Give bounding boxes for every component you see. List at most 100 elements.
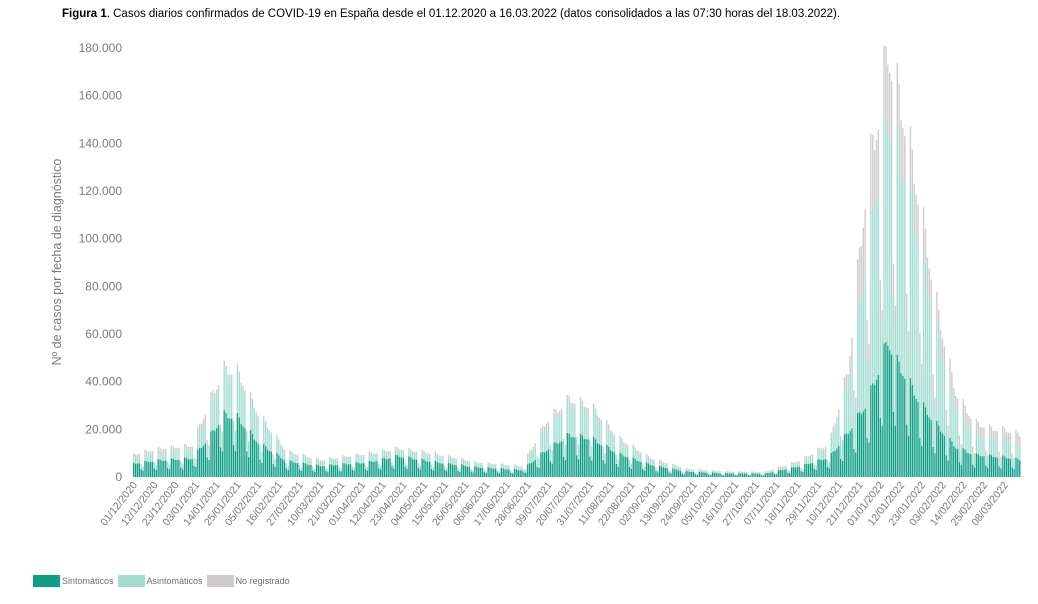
bar-no-registrado [732, 471, 734, 473]
bar-no-registrado [902, 128, 904, 181]
bar-no-registrado [391, 462, 393, 464]
bar-sintomaticos [977, 454, 979, 477]
bar-asintomaticos [500, 464, 502, 469]
bar-no-registrado [479, 463, 482, 465]
bar-no-registrado [161, 449, 163, 454]
bar-no-registrado [577, 444, 580, 447]
bar-no-registrado [189, 446, 191, 451]
bar-sintomaticos [421, 458, 423, 477]
bar-no-registrado [913, 184, 915, 226]
legend-item-asintomaticos: Asintomáticos [117, 575, 203, 587]
bar-no-registrado [996, 431, 998, 441]
bar-asintomaticos [677, 467, 680, 471]
bar-sintomaticos [436, 461, 438, 477]
bar-no-registrado [263, 416, 265, 419]
bar-sintomaticos [459, 471, 461, 477]
bar-asintomaticos [964, 420, 966, 450]
bar-no-registrado [321, 460, 323, 462]
bar-asintomaticos [1015, 440, 1017, 458]
bar-no-registrado [807, 456, 810, 459]
bar-no-registrado [359, 455, 361, 457]
bar-no-registrado [670, 471, 672, 472]
bar-sintomaticos [566, 432, 568, 477]
bar-sintomaticos [153, 468, 156, 477]
bar-sintomaticos [163, 460, 165, 477]
bar-asintomaticos [840, 440, 842, 459]
bar-asintomaticos [862, 287, 864, 412]
bar-sintomaticos [359, 463, 361, 477]
bar-no-registrado [257, 415, 259, 418]
bar-sintomaticos [591, 460, 593, 477]
bar-sintomaticos [757, 473, 759, 477]
bar-sintomaticos [494, 468, 497, 477]
bar-asintomaticos [423, 452, 425, 460]
bar-sintomaticos [425, 461, 427, 477]
bar-sintomaticos [344, 463, 346, 477]
bar-asintomaticos [879, 313, 881, 419]
bar-sintomaticos [698, 471, 700, 477]
bar-sintomaticos [555, 442, 557, 477]
bar-no-registrado [777, 466, 780, 469]
bar-no-registrado [602, 446, 604, 449]
bar-sintomaticos [879, 418, 881, 477]
bar-no-registrado [860, 246, 863, 300]
bar-no-registrado [551, 450, 553, 453]
bar-sintomaticos [730, 473, 733, 477]
bar-asintomaticos [781, 467, 783, 471]
bar-sintomaticos [389, 458, 391, 477]
bar-asintomaticos [851, 361, 853, 429]
bar-no-registrado [828, 462, 831, 464]
bar-asintomaticos [140, 465, 142, 470]
bar-asintomaticos [517, 467, 519, 471]
bar-no-registrado [975, 419, 978, 433]
bar-no-registrado [427, 453, 429, 455]
bar-asintomaticos [447, 455, 450, 463]
bar-asintomaticos [528, 453, 531, 464]
bar-asintomaticos [1017, 442, 1019, 459]
bar-no-registrado [1002, 426, 1004, 437]
bar-sintomaticos [719, 473, 721, 477]
bar-sintomaticos [674, 469, 676, 477]
bar-sintomaticos [800, 471, 802, 477]
bar-no-registrado [202, 419, 205, 426]
bar-sintomaticos [272, 463, 274, 477]
bar-asintomaticos [1004, 438, 1006, 457]
bar-no-registrado [890, 80, 893, 145]
bar-sintomaticos [547, 449, 550, 477]
bar-sintomaticos [617, 466, 619, 477]
bar-sintomaticos [947, 460, 949, 477]
bar-no-registrado [206, 440, 208, 444]
bar-asintomaticos [278, 440, 280, 456]
bar-asintomaticos [983, 438, 985, 457]
y-tick-label: 40.000 [85, 375, 122, 389]
bar-sintomaticos [202, 445, 205, 477]
bar-asintomaticos [858, 298, 861, 413]
bar-sintomaticos [589, 456, 591, 477]
bar-no-registrado [378, 463, 380, 465]
bar-no-registrado [451, 457, 453, 459]
bar-asintomaticos [134, 457, 137, 464]
bar-no-registrado [530, 449, 533, 452]
bar-sintomaticos [525, 472, 527, 477]
bar-asintomaticos [647, 457, 650, 464]
bar-sintomaticos [447, 462, 450, 477]
bar-no-registrado [930, 279, 932, 308]
bar-sintomaticos [455, 465, 457, 477]
bar-asintomaticos [896, 128, 898, 355]
bar-no-registrado [340, 468, 342, 469]
bar-asintomaticos [368, 452, 371, 461]
bar-no-registrado [134, 454, 137, 458]
bar-sintomaticos [364, 469, 367, 477]
bar-sintomaticos [939, 431, 942, 477]
bar-sintomaticos [144, 460, 146, 477]
bar-asintomaticos [581, 404, 584, 436]
bar-sintomaticos [819, 459, 821, 477]
bar-no-registrado [417, 463, 420, 465]
bar-sintomaticos [723, 475, 725, 477]
bar-asintomaticos [153, 464, 156, 469]
bar-asintomaticos [285, 463, 288, 469]
bar-asintomaticos [462, 459, 465, 466]
bar-sintomaticos [692, 472, 695, 477]
bar-asintomaticos [877, 191, 880, 375]
bar-sintomaticos [178, 459, 180, 477]
